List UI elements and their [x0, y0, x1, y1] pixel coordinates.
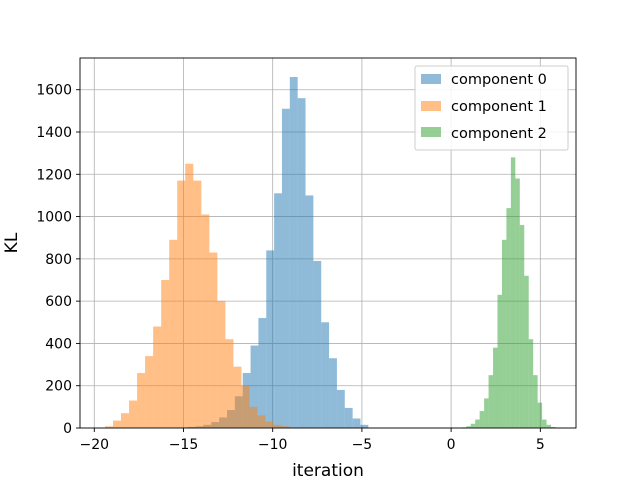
- histogram-bar: [466, 426, 471, 428]
- axis-ticks: −20 −15 −10 −5 0 5 0 200 400 600 800 1000 1200 1400 16…: [36, 83, 544, 453]
- histogram-bar: [470, 423, 476, 428]
- histogram-bar: [137, 373, 146, 428]
- histogram-bar: [510, 157, 516, 428]
- histogram-bar: [274, 193, 282, 428]
- histogram-bar: [209, 252, 218, 428]
- legend-label-component-2: component 2: [451, 126, 547, 142]
- histogram-bar: [542, 419, 547, 428]
- y-tick-label: 1600: [36, 83, 72, 99]
- y-tick-label: 400: [45, 336, 72, 352]
- histogram-bar: [519, 225, 525, 428]
- legend-label-component-0: component 0: [451, 72, 547, 88]
- histogram-bar: [305, 195, 314, 428]
- histogram-bar: [201, 214, 210, 428]
- histogram-bar: [352, 418, 361, 428]
- histogram-bar: [233, 366, 242, 428]
- histogram-bar: [528, 339, 534, 428]
- legend-swatch-component-0: [421, 74, 441, 84]
- series-1-bars: [104, 163, 290, 428]
- histogram-bar: [153, 326, 162, 428]
- histogram-bar: [533, 375, 538, 428]
- y-tick-label: 0: [63, 421, 72, 437]
- histogram-bar: [129, 400, 138, 428]
- y-tick-label: 800: [45, 252, 72, 268]
- y-tick-label: 1200: [36, 167, 72, 183]
- legend-box: [414, 65, 569, 151]
- histogram-bar: [344, 407, 353, 428]
- histogram-bar: [145, 356, 154, 428]
- histogram-bar: [265, 421, 274, 428]
- histogram-bar: [249, 406, 258, 428]
- x-tick-label: −10: [258, 437, 288, 453]
- histogram-bar: [475, 419, 480, 428]
- histogram-bar: [169, 239, 178, 428]
- y-tick-label: 1000: [36, 210, 72, 226]
- histogram-bar: [479, 411, 485, 428]
- histogram-bar: [524, 275, 529, 428]
- histogram-bar: [161, 280, 170, 428]
- y-tick-label: 600: [45, 294, 72, 310]
- y-axis-label: KL: [2, 232, 22, 253]
- histogram-bar: [258, 318, 267, 428]
- histogram-bar: [104, 426, 114, 428]
- histogram-bar: [506, 208, 511, 428]
- histogram-bar: [257, 415, 266, 428]
- x-tick-label: 0: [447, 437, 456, 453]
- histogram-bar: [289, 77, 298, 429]
- histogram-bar: [185, 163, 194, 428]
- histogram-bar: [546, 424, 552, 428]
- histogram-bar: [313, 260, 322, 428]
- x-tick-label: −5: [352, 437, 373, 453]
- y-tick-label: 200: [45, 379, 72, 395]
- histogram-bar: [193, 180, 202, 428]
- histogram-bar: [281, 108, 290, 428]
- histogram-bar: [321, 322, 330, 428]
- histogram-bar: [488, 375, 494, 428]
- histogram-bar: [113, 420, 122, 428]
- histogram-bar: [177, 180, 186, 428]
- histogram-bar: [551, 426, 556, 428]
- histogram-bar: [484, 398, 489, 428]
- histogram-bar: [266, 250, 275, 428]
- x-axis-label: iteration: [292, 461, 364, 480]
- histogram-bar: [497, 294, 502, 428]
- x-tick-label: −20: [79, 437, 109, 453]
- y-tick-label: 1400: [36, 125, 72, 141]
- legend-swatch-component-1: [421, 101, 441, 111]
- histogram-bar: [329, 358, 337, 428]
- x-tick-label: −15: [169, 437, 199, 453]
- histogram-bar: [273, 424, 282, 428]
- x-tick-label: 5: [536, 437, 545, 453]
- legend: component 0 component 1 component 2: [414, 65, 569, 151]
- histogram-bar: [501, 239, 507, 428]
- histogram-bar: [537, 402, 543, 428]
- legend-label-component-1: component 1: [451, 99, 547, 115]
- series-2-bars: [461, 157, 560, 428]
- plot-frame: [79, 57, 577, 429]
- histogram-bar: [515, 178, 520, 428]
- histogram-bar: [297, 98, 306, 429]
- histogram-bar: [281, 426, 290, 428]
- histogram-bar: [225, 339, 234, 428]
- histogram-bar: [121, 413, 130, 428]
- histogram-bars: [104, 77, 560, 429]
- histogram-bar: [360, 424, 369, 428]
- histogram-bar: [217, 301, 226, 428]
- histogram-bar: [250, 345, 259, 428]
- histogram-bar: [241, 385, 250, 428]
- histogram-bar: [336, 389, 345, 428]
- legend-swatch-component-2: [421, 127, 441, 137]
- histogram-bar: [493, 347, 498, 428]
